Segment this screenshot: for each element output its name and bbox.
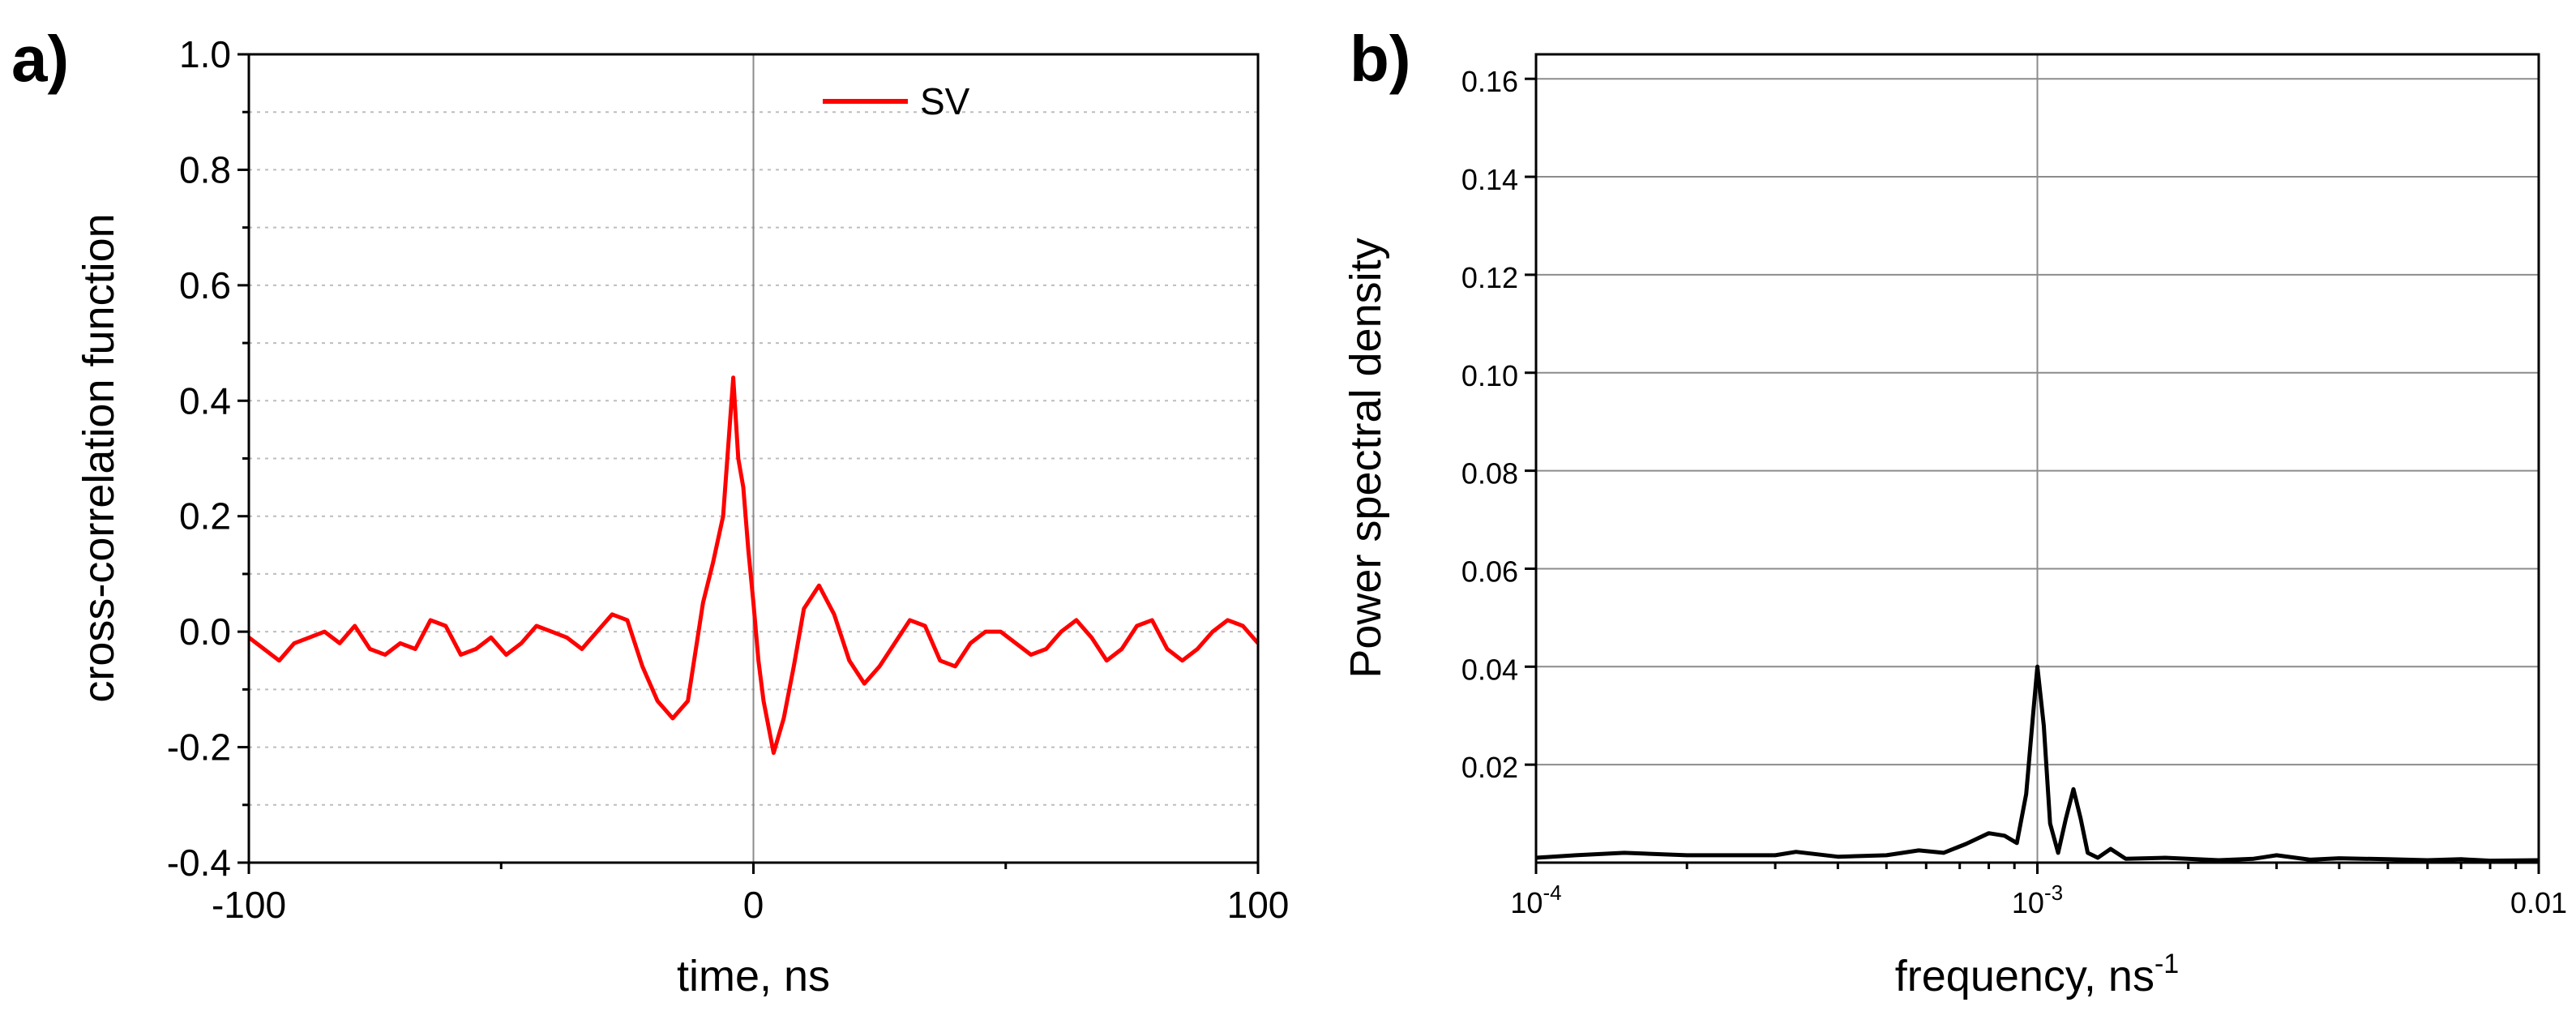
panel-b-plot-frame <box>1534 53 2540 864</box>
y-tick-label: 0.4 <box>179 379 231 422</box>
panel-a-label: a) <box>11 23 69 95</box>
y-tick-label: 0.06 <box>1461 555 1518 588</box>
y-tick-label: 0.14 <box>1461 163 1518 196</box>
y-tick-label: 0.04 <box>1461 653 1518 686</box>
panel-b-x-tick-labels: 10-4 10-3 0.01 <box>1510 880 2567 919</box>
panel-a-ticks <box>237 53 1260 874</box>
series-line-sv <box>247 375 1260 756</box>
y-tick-label: 0.8 <box>179 148 231 191</box>
panel-a-x-axis-title: time, ns <box>677 952 830 1000</box>
y-tick-label: 1.0 <box>179 33 231 75</box>
y-tick-label: 0.02 <box>1461 751 1518 784</box>
y-tick-label: -0.4 <box>167 842 231 884</box>
panel-b-x-axis-title-text: frequency, ns <box>1895 952 2155 1000</box>
panel-b-x-axis-title: frequency, ns-1 <box>1895 949 2179 1000</box>
panel-b-y-tick-labels: 0.02 0.04 0.06 0.08 0.10 0.12 0.14 0.16 <box>1461 65 1518 784</box>
y-tick-label: 0.12 <box>1461 261 1518 294</box>
panel-b-y-axis-title: Power spectral density <box>1341 238 1390 678</box>
y-tick-label: 0.16 <box>1461 65 1518 98</box>
y-tick-label: 0.08 <box>1461 457 1518 491</box>
panel-b-label: b) <box>1350 23 1411 95</box>
legend-label-sv: SV <box>920 80 970 122</box>
panel-b-x-axis-title-superscript: -1 <box>2155 949 2179 979</box>
series-line-psd <box>1535 664 2540 863</box>
panel-a-y-tick-labels: -0.4 -0.2 0.0 0.2 0.4 0.6 0.8 1.0 <box>167 33 231 884</box>
y-tick-label: 0.2 <box>179 495 231 538</box>
y-tick-label: 0.0 <box>179 610 231 653</box>
x-tick-label: 10-3 <box>2012 880 2063 919</box>
x-tick-label: 0.01 <box>2510 886 2567 919</box>
panel-b-power-spectral-density: b) 0.020.040.060.080.100.120.140.16 10-4… <box>1341 23 2567 1000</box>
panel-a-legend: SV <box>823 80 970 122</box>
panel-b-grid <box>1536 54 2539 863</box>
x-tick-label-exponent: -3 <box>2044 880 2063 905</box>
y-tick-label: 0.10 <box>1461 359 1518 392</box>
panel-a-grid <box>249 54 1258 863</box>
panel-a-y-axis-title: cross-correlation function <box>75 213 123 702</box>
x-tick-label-exponent: -4 <box>1543 880 1561 905</box>
panel-a-x-tick-labels: -100 0 100 <box>212 884 1289 926</box>
y-tick-label: 0.6 <box>179 264 231 306</box>
x-tick-label: 0 <box>743 884 764 926</box>
panel-b-ticks <box>1525 77 2540 874</box>
y-tick-label: -0.2 <box>167 726 231 769</box>
panel-a-plot-frame <box>247 53 1260 864</box>
x-tick-label-base: 10 <box>1510 886 1543 919</box>
x-tick-label: 10-4 <box>1510 880 1561 919</box>
x-tick-label-base: 10 <box>2012 886 2044 919</box>
panel-a-cross-correlation: a) -0.4 -0.2 0.0 0.2 0.4 0.6 0.8 1.0 -100 0 100 S… <box>11 23 1289 1000</box>
x-tick-label: -100 <box>212 884 286 926</box>
x-tick-label: 100 <box>1227 884 1290 926</box>
